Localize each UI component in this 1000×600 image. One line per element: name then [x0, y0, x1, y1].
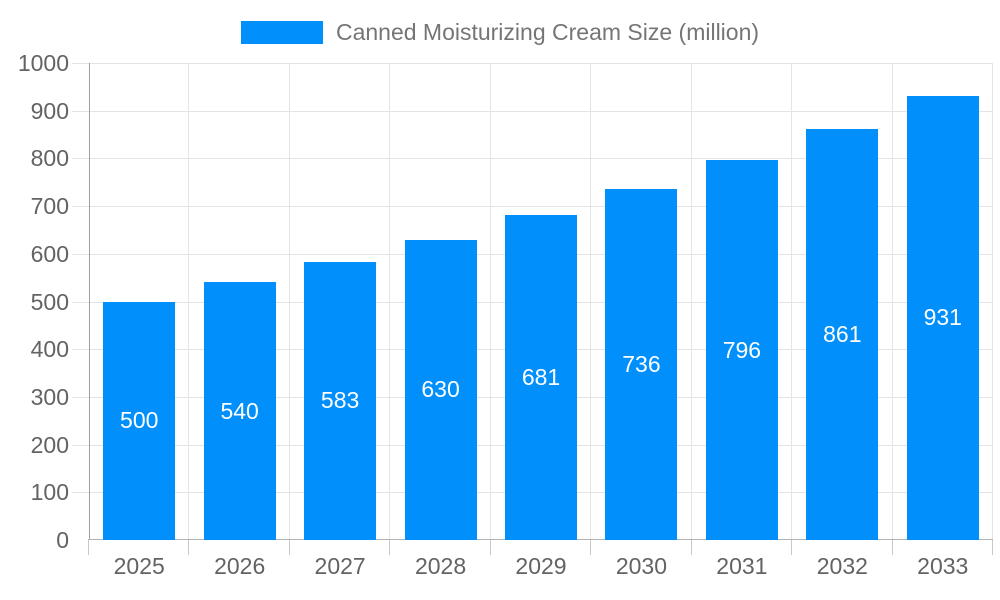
gridline-vertical — [389, 63, 391, 540]
gridline-vertical — [690, 63, 692, 540]
x-tick-label: 2030 — [615, 553, 668, 579]
y-axis-labels: 0 100 200 300 400 500 600 700 800 900 1000 — [0, 52, 69, 552]
bar[interactable]: 861 — [806, 129, 879, 540]
y-tick-label: 800 — [30, 145, 69, 172]
y-tick-label: 300 — [30, 383, 69, 410]
legend-swatch — [240, 20, 323, 44]
gridline-vertical — [489, 63, 491, 540]
y-axis-line — [89, 63, 90, 540]
x-tick-label: 2025 — [113, 553, 165, 579]
bar[interactable]: 630 — [404, 239, 477, 540]
gridline-horizontal — [72, 206, 993, 208]
gridline-horizontal — [72, 158, 993, 160]
x-tick-mark — [288, 540, 290, 555]
gridline-horizontal — [72, 110, 993, 112]
legend[interactable]: Canned Moisturizing Cream Size (million) — [0, 19, 1000, 45]
gridline-horizontal — [72, 63, 993, 64]
y-tick-label: 400 — [30, 336, 69, 363]
x-tick-label: 2033 — [917, 553, 969, 579]
bar[interactable]: 681 — [505, 215, 577, 540]
legend-label: Canned Moisturizing Cream Size (million) — [335, 19, 760, 45]
bar[interactable]: 540 — [203, 282, 276, 540]
bar-value-label: 861 — [823, 321, 862, 348]
x-tick-label: 2026 — [214, 553, 266, 579]
x-tick-label: 2027 — [314, 553, 366, 579]
bar-value-label: 583 — [320, 387, 360, 414]
gridline-vertical — [992, 63, 993, 540]
y-tick-label: 900 — [30, 97, 69, 124]
y-tick-label: 200 — [30, 431, 69, 458]
bar[interactable]: 736 — [605, 188, 678, 540]
bar[interactable]: 931 — [906, 95, 979, 540]
x-tick-label: 2029 — [515, 553, 567, 579]
bar-value-label: 500 — [120, 407, 159, 434]
x-axis-labels: 2025 2026 2027 2028 2029 2030 2031 2032 2033 — [89, 553, 993, 583]
x-tick-label: 2028 — [414, 553, 467, 579]
bar-value-label: 540 — [220, 397, 259, 424]
gridline-vertical — [891, 63, 893, 540]
gridline-vertical — [590, 63, 592, 540]
x-tick-mark — [992, 540, 993, 555]
x-tick-mark — [690, 540, 692, 555]
x-tick-mark — [489, 540, 491, 555]
x-tick-mark — [188, 540, 190, 555]
x-tick-label: 2031 — [716, 553, 768, 579]
x-tick-mark — [791, 540, 793, 555]
y-tick-label: 0 — [56, 527, 69, 553]
bar-value-label: 630 — [421, 376, 460, 403]
y-tick-label: 600 — [30, 240, 69, 267]
y-tick-label: 500 — [30, 288, 69, 315]
plot-area: 500 540 583 630 681 736 796 861 931 — [72, 63, 993, 555]
x-tick-mark — [88, 540, 89, 555]
bar[interactable]: 583 — [304, 261, 377, 540]
gridline-vertical — [791, 63, 793, 540]
x-tick-mark — [590, 540, 592, 555]
bar-value-label: 736 — [622, 350, 661, 377]
y-tick-label: 1000 — [17, 50, 69, 76]
x-tick-label: 2032 — [816, 553, 868, 579]
bar[interactable]: 796 — [705, 160, 778, 540]
bar[interactable]: 500 — [103, 301, 176, 540]
y-tick-label: 700 — [30, 193, 69, 220]
x-tick-mark — [891, 540, 893, 555]
x-tick-mark — [389, 540, 391, 555]
y-tick-label: 100 — [30, 479, 69, 506]
bar-value-label: 931 — [923, 304, 962, 331]
bar-value-label: 681 — [521, 364, 561, 391]
gridline-vertical — [288, 63, 290, 540]
gridline-vertical — [188, 63, 190, 540]
bar-value-label: 796 — [722, 336, 762, 363]
